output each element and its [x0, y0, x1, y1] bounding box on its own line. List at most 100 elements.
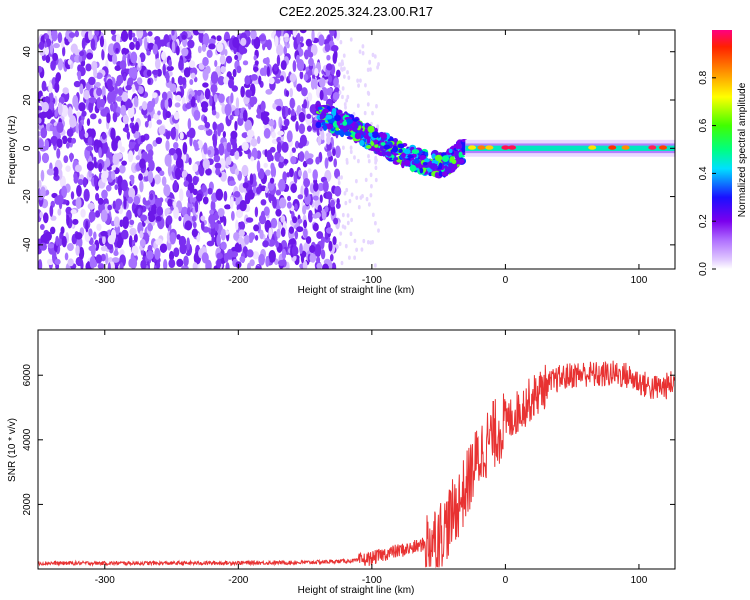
heatmap-cell — [131, 32, 136, 38]
heatmap-cell — [330, 45, 339, 52]
heatmap-cell — [346, 118, 353, 125]
heatmap-y-ticks: -40 -20 0 20 40 — [22, 46, 675, 252]
y-tick-label: 4000 — [22, 428, 33, 451]
heatmap-cell — [47, 101, 55, 111]
heatmap-cell — [90, 128, 96, 139]
heatmap-cell — [333, 158, 338, 168]
heatmap-cell — [279, 156, 285, 163]
heatmap-cell — [266, 66, 270, 77]
heatmap-cell — [364, 83, 367, 88]
heatmap-cell — [148, 159, 155, 172]
heatmap-cell — [82, 176, 87, 188]
heatmap-cell — [187, 118, 192, 130]
heatmap-cell — [223, 216, 227, 227]
heatmap-cell — [218, 122, 225, 133]
heatmap-cell — [233, 231, 240, 241]
heatmap-cell — [44, 139, 50, 151]
heatmap-cell — [52, 52, 58, 62]
heatmap-cell — [215, 167, 221, 176]
heatmap-cell — [232, 140, 238, 153]
heatmap-cell — [94, 210, 101, 218]
heatmap-cell — [231, 85, 238, 92]
heatmap-cell — [202, 82, 209, 88]
heatmap-cell — [40, 127, 48, 139]
heatmap-cell — [333, 77, 339, 87]
heatmap-cell — [270, 162, 275, 171]
heatmap-cell — [179, 131, 184, 140]
heatmap-cell — [131, 125, 137, 134]
heatmap-cell — [344, 105, 347, 110]
heatmap-cell — [68, 32, 76, 38]
heatmap-cell — [197, 164, 202, 173]
heatmap-cell — [218, 143, 225, 156]
heatmap-cell — [53, 95, 58, 106]
heatmap-cell — [325, 227, 333, 234]
heatmap-cell — [346, 70, 349, 75]
heatmap-cell — [322, 108, 329, 114]
heatmap-cell — [265, 56, 270, 66]
heatmap-cell — [347, 75, 351, 80]
heatmap-cell — [170, 127, 177, 140]
heatmap-cell — [216, 35, 222, 42]
heatmap-cell — [434, 171, 440, 178]
heatmap-cell — [97, 197, 104, 205]
heatmap-x-ticks: -300 -200 -100 0 100 — [95, 30, 648, 286]
heatmap-cell — [216, 252, 223, 260]
heatmap-cell — [130, 66, 138, 79]
heatmap-cell — [366, 67, 370, 73]
heatmap-cell — [153, 174, 161, 185]
heatmap-cell — [141, 100, 148, 111]
heatmap-cell — [298, 111, 306, 123]
heatmap-cell — [345, 124, 352, 130]
heatmap-cell — [156, 260, 161, 269]
heatmap-cell — [102, 235, 106, 245]
heatmap-cell — [212, 147, 220, 157]
heatmap-cell — [353, 255, 357, 260]
heatmap-cell — [208, 38, 216, 46]
heatmap-cell — [232, 68, 237, 78]
heatmap-cell — [377, 228, 380, 233]
heatmap-cell — [178, 235, 187, 248]
heatmap-cell — [147, 170, 154, 184]
heatmap-cell — [39, 211, 44, 219]
heatmap-cell — [128, 187, 136, 199]
heatmap-cell — [210, 71, 219, 85]
heatmap-cell — [173, 179, 178, 192]
heatmap-cell — [192, 262, 198, 269]
heatmap-cell — [115, 47, 119, 53]
heatmap-cell — [125, 84, 132, 91]
heatmap-cell — [79, 83, 84, 95]
heatmap-cell — [168, 59, 172, 68]
heatmap-cell — [337, 176, 341, 181]
heatmap-cell — [235, 219, 239, 231]
heatmap-cell — [202, 56, 209, 67]
heatmap-cell — [337, 180, 341, 186]
heatmap-cell — [71, 137, 77, 144]
heatmap-cell — [346, 94, 350, 100]
heatmap-cell — [314, 244, 322, 258]
heatmap-cell — [409, 164, 417, 172]
heatmap-cell — [75, 245, 80, 256]
heatmap-cell — [205, 168, 212, 176]
heatmap-cell — [245, 217, 254, 223]
heatmap-cell — [333, 168, 341, 179]
heatmap-cell — [137, 86, 144, 95]
heatmap-cell — [247, 189, 255, 200]
heatmap-cell — [45, 54, 51, 64]
heatmap-cell — [268, 249, 276, 263]
heatmap-cell — [319, 77, 326, 88]
heatmap-cell — [270, 217, 278, 229]
heatmap-cell — [331, 262, 337, 269]
heatmap-cell — [301, 87, 308, 97]
heatmap-cell — [89, 255, 96, 269]
heatmap-cell — [306, 153, 314, 159]
heatmap-cell — [268, 77, 275, 85]
heatmap-x-axis-label: Height of straight line (km) — [298, 285, 415, 296]
heatmap-cell — [266, 149, 273, 163]
heatmap-cell — [330, 199, 335, 208]
heatmap-cell — [178, 59, 184, 71]
heatmap-cell — [181, 77, 187, 86]
heatmap-cell — [114, 264, 119, 269]
heatmap-cell — [94, 81, 101, 88]
heatmap-cell — [56, 121, 64, 134]
